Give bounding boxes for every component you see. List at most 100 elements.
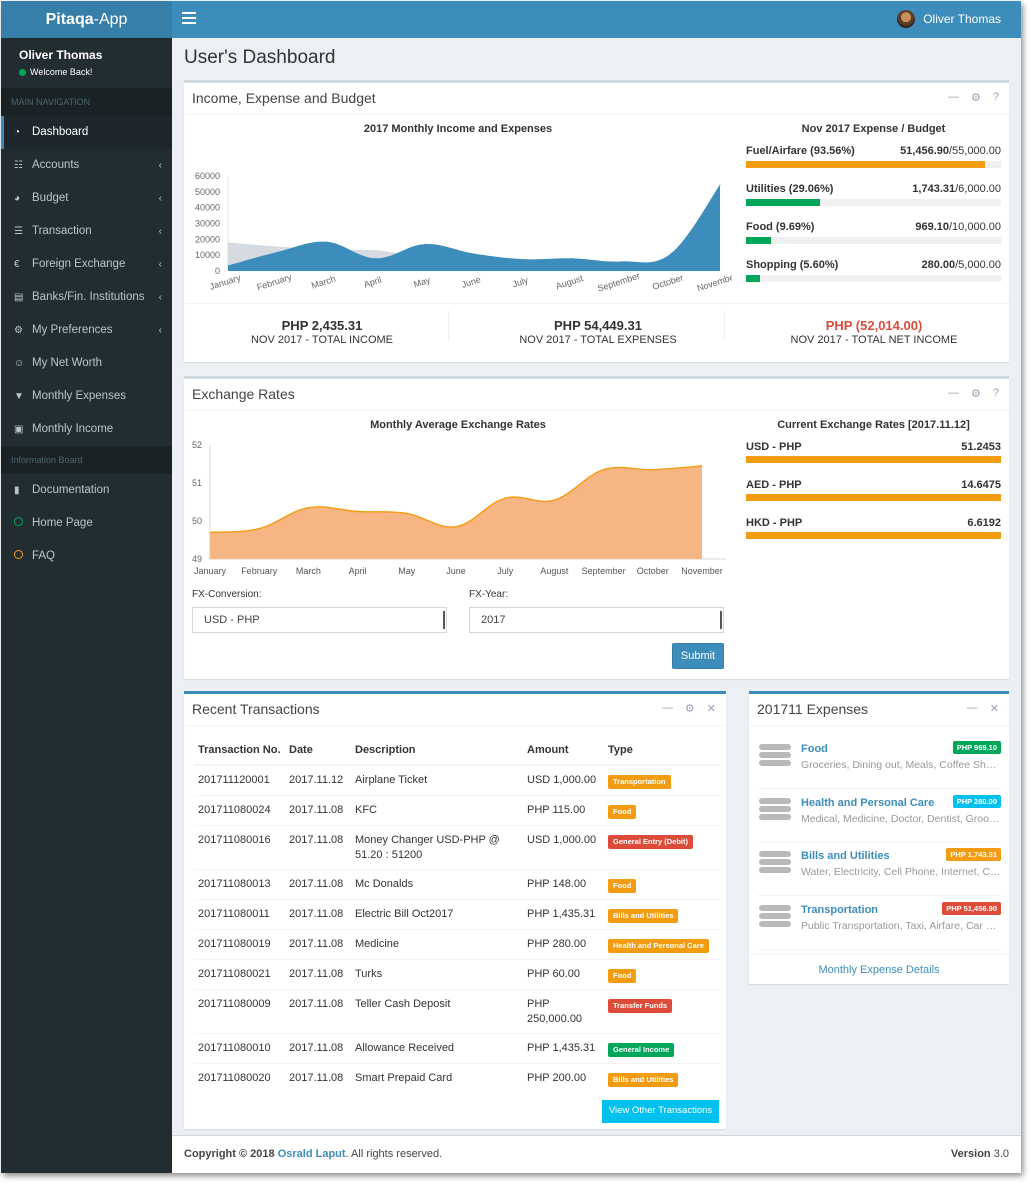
sidebar-item-label: Dashboard xyxy=(32,126,89,138)
budget-spent: 280.00 xyxy=(921,259,956,271)
submit-button[interactable]: Submit xyxy=(672,643,724,669)
exchange-rate-bar-fill xyxy=(746,532,1001,539)
x-tick-label: September xyxy=(582,566,626,576)
cell-no: 201711080020 xyxy=(194,1063,285,1093)
expense-name[interactable]: Transportation xyxy=(801,903,879,916)
collapse-icon[interactable]: — xyxy=(966,702,978,714)
sidebar-item-my-net-worth[interactable]: ☺ My Net Worth xyxy=(1,347,172,380)
expense-item[interactable]: Bills and Utilities PHP 1,743.31 Water, El… xyxy=(757,843,1001,896)
collapse-icon[interactable]: — xyxy=(948,91,959,103)
x-tick-label: August xyxy=(555,273,585,291)
sidebar-item-label: Home Page xyxy=(32,517,93,529)
data-point xyxy=(553,499,555,501)
budget-progress-fill xyxy=(746,275,761,282)
cell-no: 201711120001 xyxy=(194,764,285,796)
stat-label: NOV 2017 - TOTAL INCOME xyxy=(250,334,394,346)
user-menu[interactable]: Oliver Thomas xyxy=(897,10,1001,28)
table-row[interactable]: 201711080009 2017.11.08 Teller Cash Deposi… xyxy=(194,989,720,1034)
stat-label: NOV 2017 - TOTAL NET INCOME xyxy=(790,334,958,346)
close-icon[interactable]: ✕ xyxy=(706,703,716,715)
table-row[interactable]: 201711080020 2017.11.08 Smart Prepaid Card… xyxy=(194,1063,720,1093)
cell-amount: PHP 148.00 xyxy=(523,869,604,900)
table-row[interactable]: 201711080013 2017.11.08 Mc Donalds PHP 148.… xyxy=(194,869,720,900)
sidebar-item-transaction[interactable]: ☰ Transaction ‹ xyxy=(1,215,172,248)
sidebar-item-my-preferences[interactable]: ⚙ My Preferences ‹ xyxy=(1,314,172,347)
stat-value: PHP 54,449.31 xyxy=(554,318,642,333)
budget-value: 51,456.90/55,000.00 xyxy=(900,145,1001,157)
column-header[interactable]: Amount xyxy=(523,741,604,766)
sidebar-item-monthly-income[interactable]: ▣ Monthly Income xyxy=(1,413,172,446)
gear-icon[interactable]: ⚙ xyxy=(684,703,695,715)
cell-amount: PHP 250,000.00 xyxy=(523,989,604,1034)
gear-icon[interactable]: ⚙ xyxy=(971,92,981,104)
cell-no: 201711080024 xyxy=(194,795,285,826)
column-header[interactable]: Date xyxy=(285,741,351,766)
budget-progress-fill xyxy=(746,237,771,244)
stat-divider xyxy=(448,310,449,340)
budget-spent: 969.10 xyxy=(915,221,949,233)
sidebar-item-foreign-exchange[interactable]: € Foreign Exchange ‹ xyxy=(1,248,172,281)
data-point xyxy=(504,497,506,499)
table-row[interactable]: 201711080016 2017.11.08 Money Changer USD-… xyxy=(194,825,720,870)
expense-name[interactable]: Bills and Utilities xyxy=(801,850,890,862)
fx-year-label: FX-Year: xyxy=(469,589,509,600)
budget-category: Shopping (5.60%) xyxy=(746,259,839,271)
app-logo[interactable]: Pitaqa-App xyxy=(1,1,172,38)
help-icon[interactable]: ? xyxy=(992,91,999,103)
exchange-rate-row: USD - PHP 51.2453 xyxy=(746,441,1001,453)
column-header[interactable]: Transaction No. xyxy=(194,741,285,766)
series-area-0 xyxy=(210,465,702,559)
column-header[interactable]: Type xyxy=(604,741,720,766)
expense-item[interactable]: Food PHP 969.10 Groceries, Dining out, Mea… xyxy=(757,736,1001,789)
x-tick-label: June xyxy=(446,566,466,576)
sidebar-item-monthly-expenses[interactable]: ▼ Monthly Expenses xyxy=(1,380,172,413)
sidebar-toggle-icon[interactable] xyxy=(182,12,196,26)
x-tick-label: March xyxy=(296,566,321,576)
monthly-expense-details-link[interactable]: Monthly Expense Details xyxy=(749,954,1009,984)
sidebar-item-faq[interactable]: FAQ xyxy=(1,540,172,573)
rates-title: Current Exchange Rates [2017.11.12] xyxy=(777,419,970,431)
expense-name[interactable]: Food xyxy=(801,743,828,755)
column-header[interactable]: Description xyxy=(351,741,523,766)
expense-name[interactable]: Health and Personal Care xyxy=(801,796,935,809)
sidebar-item-home-page[interactable]: Home Page xyxy=(1,507,172,540)
help-icon[interactable]: ? xyxy=(992,387,999,399)
exchange-rate-bar xyxy=(746,494,1001,501)
chevron-left-icon: ‹ xyxy=(158,193,162,204)
collapse-icon[interactable]: — xyxy=(948,387,959,399)
author-link[interactable]: Osrald Laput xyxy=(277,1148,346,1160)
cell-type: Food xyxy=(604,959,720,990)
sidebar-item-documentation[interactable]: ▮ Documentation xyxy=(1,474,172,507)
exchange-rate-bar-fill xyxy=(746,456,1001,463)
table-row[interactable]: 201711120001 2017.11.12 Airplane Ticket USD… xyxy=(194,764,720,796)
expense-item[interactable]: Health and Personal Care PHP 280.00 Medica… xyxy=(757,790,1001,843)
exchange-rate-chart: 49 50 51 52 January February March April May June… xyxy=(192,440,726,576)
expense-item[interactable]: Transportation PHP 51,456.90 Public Transp… xyxy=(757,897,1001,950)
table-row[interactable]: 201711080024 2017.11.08 KFC PHP 115.00 Food xyxy=(194,795,720,826)
cell-amount: PHP 1,435.31 xyxy=(523,1033,604,1064)
fx-year-select[interactable]: 2017 xyxy=(469,607,724,633)
close-icon[interactable]: ✕ xyxy=(989,703,999,715)
table-row[interactable]: 201711080010 2017.11.08 Allowance Received… xyxy=(194,1033,720,1064)
collapse-icon[interactable]: — xyxy=(661,702,673,714)
exchange-rate-bar xyxy=(746,456,1001,463)
user-icon: ☺ xyxy=(14,358,25,369)
cell-date: 2017.11.12 xyxy=(285,764,351,796)
x-tick-label: September xyxy=(596,271,641,294)
sidebar-item-banks-fin-institutions[interactable]: ▤ Banks/Fin. Institutions ‹ xyxy=(1,281,172,314)
x-tick-label: July xyxy=(511,275,530,290)
table-row[interactable]: 201711080019 2017.11.08 Medicine PHP 280.00… xyxy=(194,929,720,960)
budget-progress-fill xyxy=(746,161,985,168)
data-point xyxy=(258,528,260,530)
sidebar-item-accounts[interactable]: ☷ Accounts ‹ xyxy=(1,149,172,182)
sidebar-item-budget[interactable]: ◕ Budget ‹ xyxy=(1,182,172,215)
view-other-transactions-button[interactable]: View Other Transactions xyxy=(602,1100,719,1123)
table-row[interactable]: 201711080021 2017.11.08 Turks PHP 60.00 Food xyxy=(194,959,720,990)
fx-conversion-select[interactable]: USD - PHP xyxy=(192,607,447,633)
gear-icon[interactable]: ⚙ xyxy=(971,388,981,400)
sidebar-item-dashboard[interactable]: ◔ Dashboard xyxy=(1,116,172,149)
table-row[interactable]: 201711080011 2017.11.08 Electric Bill Oct2… xyxy=(194,899,720,930)
exchange-rate-row: AED - PHP 14.6475 xyxy=(746,479,1001,491)
budget-value: 280.00/5,000.00 xyxy=(921,259,1001,271)
x-tick-label: February xyxy=(256,272,294,293)
